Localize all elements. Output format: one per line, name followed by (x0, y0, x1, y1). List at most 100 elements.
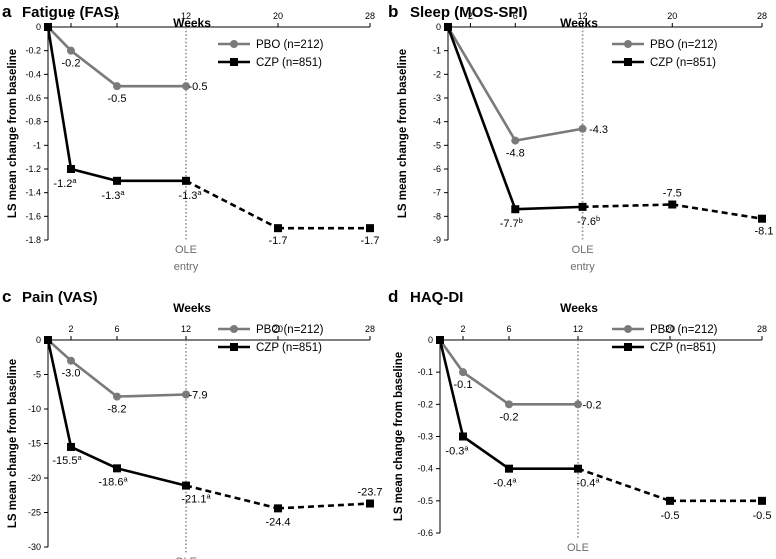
panel-letter: c (2, 287, 11, 306)
data-label: -23.7 (357, 487, 382, 499)
data-label: -7.5 (663, 188, 682, 200)
data-point (67, 46, 75, 55)
data-label: -8.2 (108, 404, 127, 416)
data-point (67, 165, 75, 173)
y-tick-label: -0.8 (25, 117, 41, 127)
series-czp: -0.3a -0.4a -0.4a -0.5 -0.5 (436, 336, 771, 522)
x-axis-label: Weeks (173, 301, 211, 315)
data-label: -0.4a (576, 476, 600, 490)
data-label: -0.5 (108, 93, 127, 105)
legend-swatch-marker (624, 58, 632, 66)
y-tick-label: 0 (428, 335, 433, 345)
data-label: -4.3 (589, 124, 608, 136)
data-label: -1.3a (178, 188, 202, 202)
legend-label: CZP (n=851) (256, 342, 322, 354)
panel-letter: d (388, 287, 398, 306)
x-tick-label: 12 (573, 324, 583, 334)
data-point (666, 496, 674, 505)
data-label: -0.1 (454, 379, 473, 391)
series-pbo: -0.2 -0.5 -0.5 (44, 23, 207, 105)
y-tick-label: -0.4 (25, 69, 41, 79)
data-label-superscript: a (595, 476, 600, 485)
legend-swatch-marker (230, 58, 238, 66)
y-tick-label: -0.6 (417, 528, 433, 538)
x-tick-label: 12 (181, 324, 191, 334)
ole-entry-label: entry (570, 261, 595, 273)
x-tick-label: 28 (365, 11, 375, 21)
y-tick-label: -3 (433, 93, 441, 103)
series-line-dashed (185, 484, 279, 510)
legend-swatch-marker (230, 343, 238, 351)
data-point (505, 464, 513, 473)
data-point (182, 390, 190, 399)
y-tick-label: -2 (433, 69, 441, 79)
y-tick-label: 0 (36, 22, 41, 32)
series-line (446, 26, 517, 210)
data-point (505, 400, 513, 409)
data-point (436, 336, 444, 344)
data-point (274, 504, 282, 513)
y-tick-label: -1.2 (25, 164, 41, 174)
y-tick-label: -0.4 (417, 464, 433, 474)
data-label: -21.1a (181, 492, 211, 506)
y-tick-label: -1 (433, 46, 441, 56)
series-line-dashed (185, 179, 279, 230)
series-line (70, 445, 118, 470)
y-tick-label: -0.6 (25, 93, 41, 103)
series-czp: -7.7b -7.6b -7.5 -8.1 (444, 23, 773, 238)
legend-label: CZP (n=851) (650, 342, 716, 354)
data-point (578, 202, 587, 211)
legend-label: CZP (n=851) (650, 57, 716, 69)
y-tick-label: -25 (28, 508, 41, 518)
x-tick-label: 6 (513, 11, 518, 21)
data-point (668, 200, 677, 209)
x-tick-label: 20 (273, 11, 283, 21)
x-tick-label: 20 (665, 324, 675, 334)
y-tick-label: -20 (28, 473, 41, 483)
series-line (515, 205, 583, 211)
legend: PBO (n=212) CZP (n=851) (218, 39, 324, 69)
y-tick-label: -6 (433, 164, 441, 174)
legend-swatch-marker (624, 343, 632, 351)
y-tick-label: 0 (436, 22, 441, 32)
data-point (182, 176, 190, 185)
panel-letter: b (388, 2, 398, 21)
data-point (67, 356, 75, 365)
y-tick-label: 0 (36, 335, 41, 345)
x-tick-label: 2 (68, 324, 73, 334)
data-label-superscript: a (464, 444, 469, 453)
data-label-superscript: a (72, 176, 77, 185)
series-line-dashed (582, 203, 673, 209)
data-label: -7.7b (500, 216, 523, 230)
data-point (758, 496, 766, 505)
data-label-superscript: b (596, 214, 600, 223)
y-tick-label: -30 (28, 542, 41, 552)
data-point (574, 400, 582, 409)
x-tick-label: 6 (506, 324, 511, 334)
y-tick-label: -9 (433, 235, 441, 245)
y-tick-label: -0.1 (417, 367, 433, 377)
series-line-dashed (277, 502, 371, 510)
x-tick-label: 12 (578, 11, 588, 21)
legend-label: PBO (n=212) (650, 39, 718, 51)
data-point (511, 136, 520, 145)
data-label: -0.5 (753, 510, 772, 522)
y-tick-label: -7 (433, 188, 441, 198)
series-line (116, 467, 187, 487)
y-tick-label: -4 (433, 117, 441, 127)
data-label-superscript: a (123, 474, 128, 483)
data-point (67, 442, 75, 451)
y-axis-label: LS mean change from baseline (393, 352, 405, 521)
data-label-superscript: a (206, 492, 211, 501)
data-label-superscript: a (512, 476, 517, 485)
series-line (446, 26, 517, 142)
legend: PBO (n=212) CZP (n=851) (612, 39, 718, 69)
x-tick-label: 28 (757, 324, 767, 334)
series-line (438, 339, 465, 373)
series-line (46, 26, 73, 170)
data-label: -3.0 (62, 368, 81, 380)
x-tick-label: 20 (667, 11, 677, 21)
x-tick-label: 28 (365, 324, 375, 334)
x-tick-label: 2 (468, 11, 473, 21)
data-point (44, 336, 52, 344)
